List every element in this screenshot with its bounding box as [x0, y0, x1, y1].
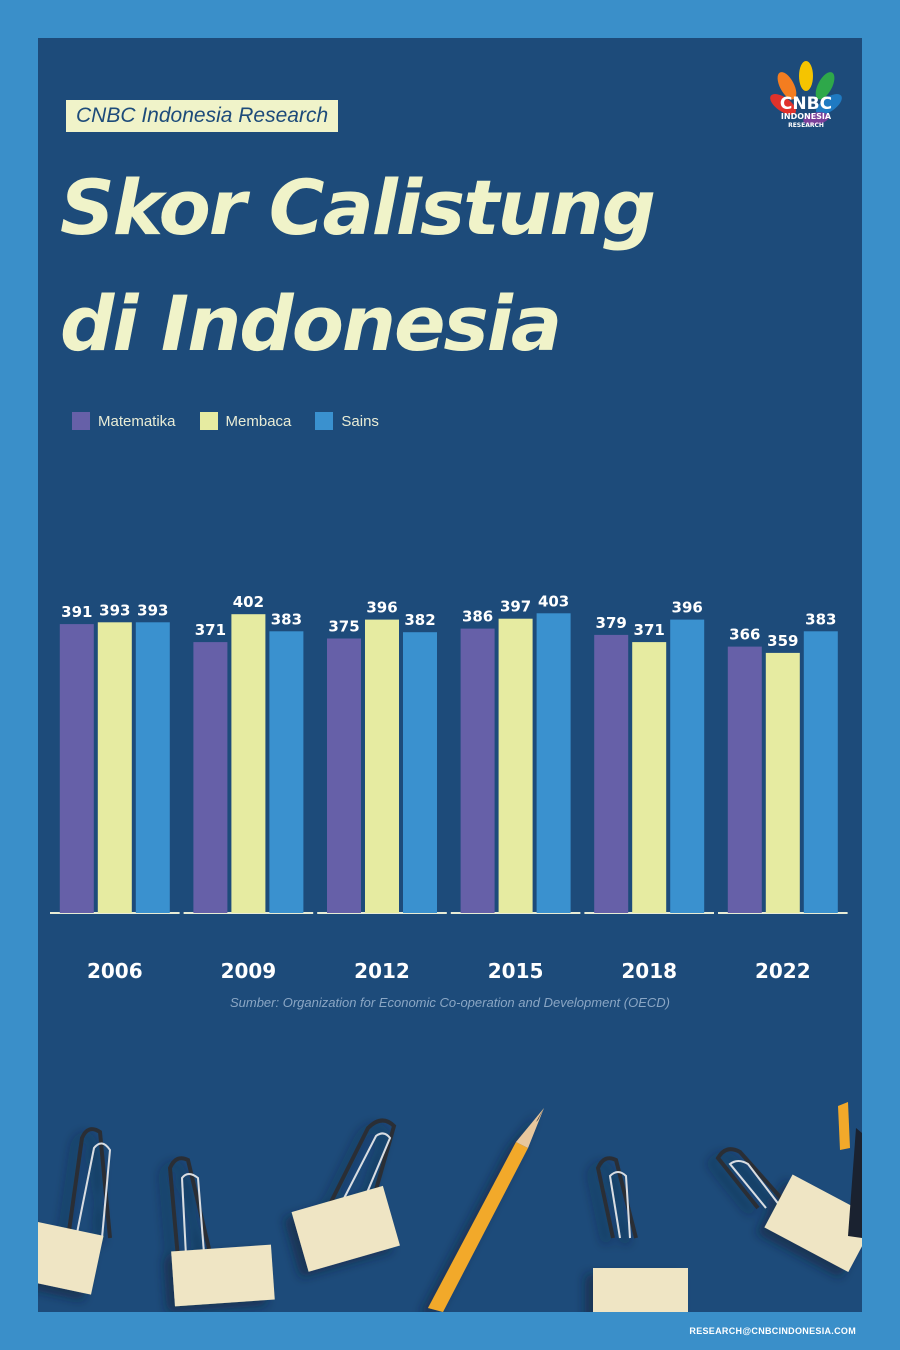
x-tick-label: 2012 — [354, 959, 410, 983]
data-label: 383 — [271, 610, 302, 628]
data-label: 366 — [729, 626, 760, 644]
x-tick-label: 2022 — [755, 959, 811, 983]
binder-clip-icon — [291, 1118, 400, 1272]
legend-item-sains: Sains — [315, 412, 379, 430]
decorative-illustration — [38, 1102, 862, 1312]
bar-membaca-2018 — [632, 642, 667, 913]
x-tick-label: 2015 — [488, 959, 544, 983]
data-label: 371 — [195, 621, 226, 639]
bar-sains-2018 — [670, 619, 705, 913]
data-label: 391 — [61, 603, 92, 621]
data-label: 397 — [500, 598, 531, 616]
legend-item-membaca: Membaca — [199, 412, 292, 430]
x-tick-label: 2009 — [221, 959, 277, 983]
x-tick-label: 2006 — [87, 959, 143, 983]
title-line-1: Skor Calistung — [60, 163, 656, 252]
infographic-panel: CNBC Indonesia Research Skor Calistung d… — [38, 38, 862, 1312]
cnbc-peacock-logo: CNBC INDONESIA RESEARCH — [770, 61, 842, 129]
data-label: 359 — [767, 632, 798, 650]
source-note: Sumber: Organization for Economic Co-ope… — [229, 995, 671, 1010]
binder-clip-icon — [167, 1156, 275, 1307]
bar-sains-2015 — [536, 613, 571, 913]
legend-item-matematika: Matematika — [72, 412, 176, 430]
data-label: 383 — [805, 610, 836, 628]
data-label: 371 — [634, 621, 665, 639]
logo-subtext-2: RESEARCH — [788, 122, 824, 129]
title-line-2: di Indonesia — [60, 279, 562, 368]
bar-membaca-2022 — [765, 652, 800, 913]
bar-membaca-2006 — [97, 622, 132, 913]
binder-clip-icon — [715, 1147, 862, 1273]
data-label: 382 — [404, 611, 435, 629]
bar-sains-2006 — [135, 622, 170, 913]
data-label: 393 — [137, 601, 168, 619]
chart-legend: Matematika Membaca Sains — [72, 412, 379, 430]
page-title: Skor Calistung di Indonesia — [60, 150, 840, 382]
legend-swatch-sains — [315, 412, 334, 430]
binder-clip-icon — [38, 1127, 112, 1295]
research-tag: CNBC Indonesia Research — [66, 100, 339, 132]
legend-label-membaca: Membaca — [225, 412, 292, 430]
data-label: 396 — [672, 599, 703, 617]
bar-sains-2009 — [269, 631, 304, 913]
bar-matematika-2018 — [594, 634, 629, 913]
legend-swatch-matematika — [72, 412, 90, 430]
data-label: 375 — [328, 618, 359, 636]
binder-clip-icon — [593, 1156, 688, 1312]
bar-chart: 391 393 393 2006 371 402 383 2009 375 396 382 2012 3… — [50, 592, 848, 983]
bar-matematika-2015 — [460, 628, 495, 913]
logo-subtext: INDONESIA — [781, 112, 832, 121]
legend-label-sains: Sains — [341, 412, 379, 430]
data-label: 396 — [366, 599, 397, 617]
legend-swatch-membaca — [199, 412, 218, 430]
x-tick-label: 2018 — [621, 959, 677, 983]
bar-membaca-2015 — [498, 618, 533, 913]
bar-sains-2012 — [403, 632, 437, 913]
bar-matematika-2012 — [327, 638, 361, 913]
bar-matematika-2006 — [59, 624, 94, 913]
data-label: 379 — [596, 614, 627, 632]
legend-label-matematika: Matematika — [98, 412, 176, 430]
data-label: 386 — [462, 608, 493, 626]
pencil-icon — [428, 1108, 544, 1312]
footer-email: RESEARCH@CNBCINDONESIA.COM — [689, 1326, 856, 1336]
data-label: 402 — [233, 593, 264, 611]
bar-membaca-2012 — [365, 619, 399, 913]
bar-matematika-2009 — [193, 642, 228, 913]
pencil-icon — [838, 1102, 862, 1238]
data-label: 393 — [99, 601, 130, 619]
bar-sains-2022 — [803, 631, 838, 913]
logo-text: CNBC — [780, 94, 832, 114]
bar-matematika-2022 — [727, 646, 762, 913]
bar-membaca-2009 — [231, 614, 266, 913]
peacock-icon — [770, 61, 842, 125]
data-label: 403 — [538, 592, 569, 610]
